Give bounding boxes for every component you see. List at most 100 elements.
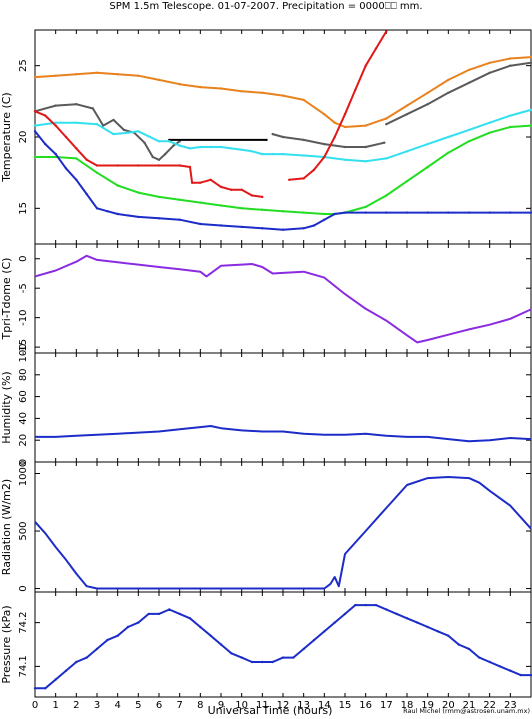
temperature-point-blue — [467, 211, 471, 214]
x-tick-label: 14 — [318, 700, 331, 711]
temperature-point-orange — [178, 83, 181, 86]
pressure-point-blue — [457, 643, 460, 646]
pressure-point-blue — [405, 617, 409, 620]
temperature-point-cyan — [112, 132, 115, 136]
x-tick-label: 13 — [297, 700, 310, 711]
credit-text: Raul Michel (rmm@astrosen.unam.mx) — [403, 707, 530, 715]
temperature-point-cyan — [209, 145, 212, 149]
pressure-ytick-label: 74.1 — [18, 655, 29, 677]
x-tick-label: 15 — [339, 700, 352, 711]
temperature-point-blue — [199, 222, 202, 226]
pressure-point-blue — [395, 612, 398, 616]
temperature-ytick-label: 25 — [18, 59, 29, 72]
temperature-ytick-label: 15 — [18, 202, 29, 215]
temperature-point-red — [190, 181, 194, 184]
temperature-point-orange — [116, 73, 119, 76]
pressure-point-blue — [250, 660, 254, 664]
pressure-series-blue — [35, 604, 531, 690]
tpri-tdome-ytick-label: -15 — [18, 339, 29, 355]
pressure-point-blue — [168, 608, 171, 611]
x-tick-label: 7 — [176, 700, 182, 711]
temperature-point-blue — [106, 210, 109, 213]
temperature-point-orange — [95, 71, 99, 75]
temperature-point-green — [529, 124, 532, 127]
temperature-point-red — [288, 178, 291, 181]
radiation-ylabel: Radiation (W/m2) — [0, 479, 13, 575]
temperature-series-orange — [34, 56, 532, 128]
x-axis-label: Universal Time (hours) — [208, 704, 333, 717]
temperature-point-orange — [509, 57, 512, 60]
temperature-point-blue — [75, 178, 78, 181]
pressure-point-blue — [106, 638, 109, 642]
humidity-series-blue — [35, 425, 532, 443]
temperature-point-red — [250, 194, 254, 197]
x-tick-label: 21 — [463, 700, 476, 711]
temperature-point-cyan — [219, 145, 223, 149]
temperature-point-cyan — [178, 144, 181, 147]
radiation-ytick-label: 500 — [18, 521, 29, 540]
pressure-point-blue — [354, 603, 357, 607]
tpri-tdome-ytick-label: -10 — [18, 309, 29, 325]
temperature-point-green — [426, 165, 429, 169]
temperature-point-red — [178, 164, 181, 167]
temperature-point-gray — [467, 81, 471, 85]
figure-title: SPM 1.5m Telescope. 01-07-2007. Precipit… — [109, 1, 422, 12]
temperature-ytick-label: 20 — [18, 131, 29, 144]
temperature-point-blue — [509, 211, 512, 214]
pressure-point-blue — [529, 673, 532, 677]
temperature-series-green — [35, 124, 532, 215]
temperature-point-orange — [323, 113, 326, 116]
pressure-point-blue — [54, 678, 57, 681]
temperature-point-green — [137, 191, 140, 194]
temperature-point-red — [85, 158, 88, 161]
temperature-point-black — [265, 138, 268, 142]
temperature-series-gray — [34, 103, 181, 161]
tpri-tdome-panel: 0 -5 -10 -15 Tpri-Tdome (C) — [0, 243, 532, 355]
temperature-point-orange — [219, 87, 223, 90]
pressure-point-blue — [519, 673, 522, 677]
temperature-point-blue — [157, 217, 161, 220]
temperature-point-green — [33, 155, 37, 159]
temperature-point-orange — [343, 125, 347, 129]
humidity-ytick-label: 0 — [18, 459, 29, 465]
pressure-point-blue — [199, 625, 202, 629]
temperature-point-green — [95, 171, 99, 174]
pressure-point-blue — [33, 687, 37, 690]
pressure-frame — [34, 591, 532, 698]
temperature-point-orange — [385, 117, 388, 120]
pressure-point-blue — [343, 612, 347, 616]
temperature-point-red — [385, 30, 388, 33]
pressure-point-blue — [323, 630, 326, 633]
temperature-point-gray — [364, 145, 367, 149]
humidity-ylabel: Humidity (%) — [0, 371, 13, 443]
tpri-tdome-series-purple — [34, 254, 532, 344]
pressure-point-blue — [178, 612, 181, 616]
temperature-point-red — [230, 188, 233, 191]
temperature-point-gray — [323, 142, 326, 146]
x-tick-label: 23 — [504, 700, 517, 711]
temperature-point-cyan — [157, 140, 161, 143]
temperature-point-orange — [137, 74, 140, 77]
pressure-point-blue — [426, 625, 429, 629]
temperature-point-cyan — [137, 130, 140, 133]
temperature-point-blue — [64, 167, 68, 170]
temperature-point-blue — [178, 218, 181, 221]
temperature-point-orange — [467, 68, 471, 72]
temperature-point-blue — [261, 227, 264, 230]
temperature-point-blue — [240, 225, 243, 229]
temperature-point-cyan — [343, 158, 347, 161]
temperature-point-red — [219, 185, 223, 189]
humidity-frame — [34, 352, 532, 463]
temperature-point-cyan — [467, 128, 471, 132]
radiation-frame — [34, 461, 532, 593]
pressure-point-blue — [447, 634, 450, 637]
temperature-point-cyan — [529, 108, 532, 112]
temperature-point-green — [302, 211, 305, 214]
pressure-point-blue — [64, 669, 68, 672]
temperature-point-blue — [281, 228, 285, 231]
pressure-ytick-label: 74.2 — [18, 611, 29, 633]
temperature-point-gray — [102, 124, 105, 127]
pressure-point-blue — [374, 603, 378, 607]
temperature-point-gray — [302, 138, 305, 142]
pressure-point-blue — [188, 617, 192, 620]
